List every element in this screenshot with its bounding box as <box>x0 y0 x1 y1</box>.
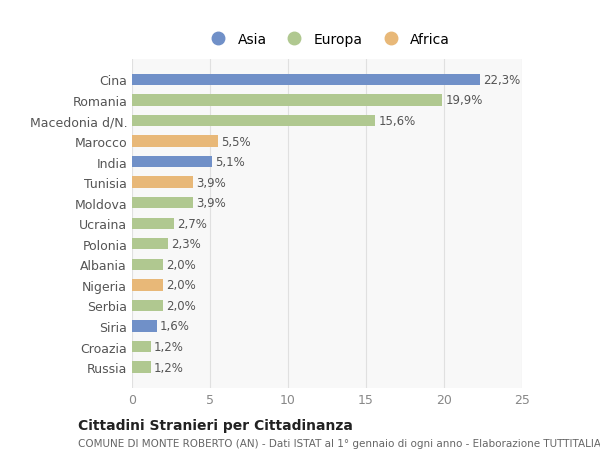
Bar <box>132 136 218 147</box>
Text: Cittadini Stranieri per Cittadinanza: Cittadini Stranieri per Cittadinanza <box>78 418 353 432</box>
Bar <box>132 300 163 311</box>
Bar <box>132 95 442 106</box>
Bar <box>132 239 168 250</box>
Text: 2,0%: 2,0% <box>166 299 196 312</box>
Text: 1,2%: 1,2% <box>154 361 184 374</box>
Text: 1,6%: 1,6% <box>160 320 190 333</box>
Bar <box>132 341 151 353</box>
Bar <box>132 218 174 230</box>
Text: 3,9%: 3,9% <box>196 197 226 210</box>
Bar <box>132 75 480 86</box>
Text: 5,5%: 5,5% <box>221 135 251 148</box>
Text: 3,9%: 3,9% <box>196 176 226 189</box>
Bar <box>132 116 376 127</box>
Text: 2,0%: 2,0% <box>166 258 196 271</box>
Text: 2,7%: 2,7% <box>177 217 207 230</box>
Bar <box>132 259 163 270</box>
Text: 5,1%: 5,1% <box>215 156 244 169</box>
Bar <box>132 280 163 291</box>
Bar <box>132 198 193 209</box>
Bar <box>132 321 157 332</box>
Text: 2,0%: 2,0% <box>166 279 196 292</box>
Text: 19,9%: 19,9% <box>446 94 483 107</box>
Text: 15,6%: 15,6% <box>379 115 416 128</box>
Bar <box>132 362 151 373</box>
Text: COMUNE DI MONTE ROBERTO (AN) - Dati ISTAT al 1° gennaio di ogni anno - Elaborazi: COMUNE DI MONTE ROBERTO (AN) - Dati ISTA… <box>78 438 600 448</box>
Text: 22,3%: 22,3% <box>483 74 520 87</box>
Text: 1,2%: 1,2% <box>154 340 184 353</box>
Bar <box>132 177 193 188</box>
Bar <box>132 157 212 168</box>
Legend: Asia, Europa, Africa: Asia, Europa, Africa <box>199 27 455 52</box>
Text: 2,3%: 2,3% <box>171 238 201 251</box>
